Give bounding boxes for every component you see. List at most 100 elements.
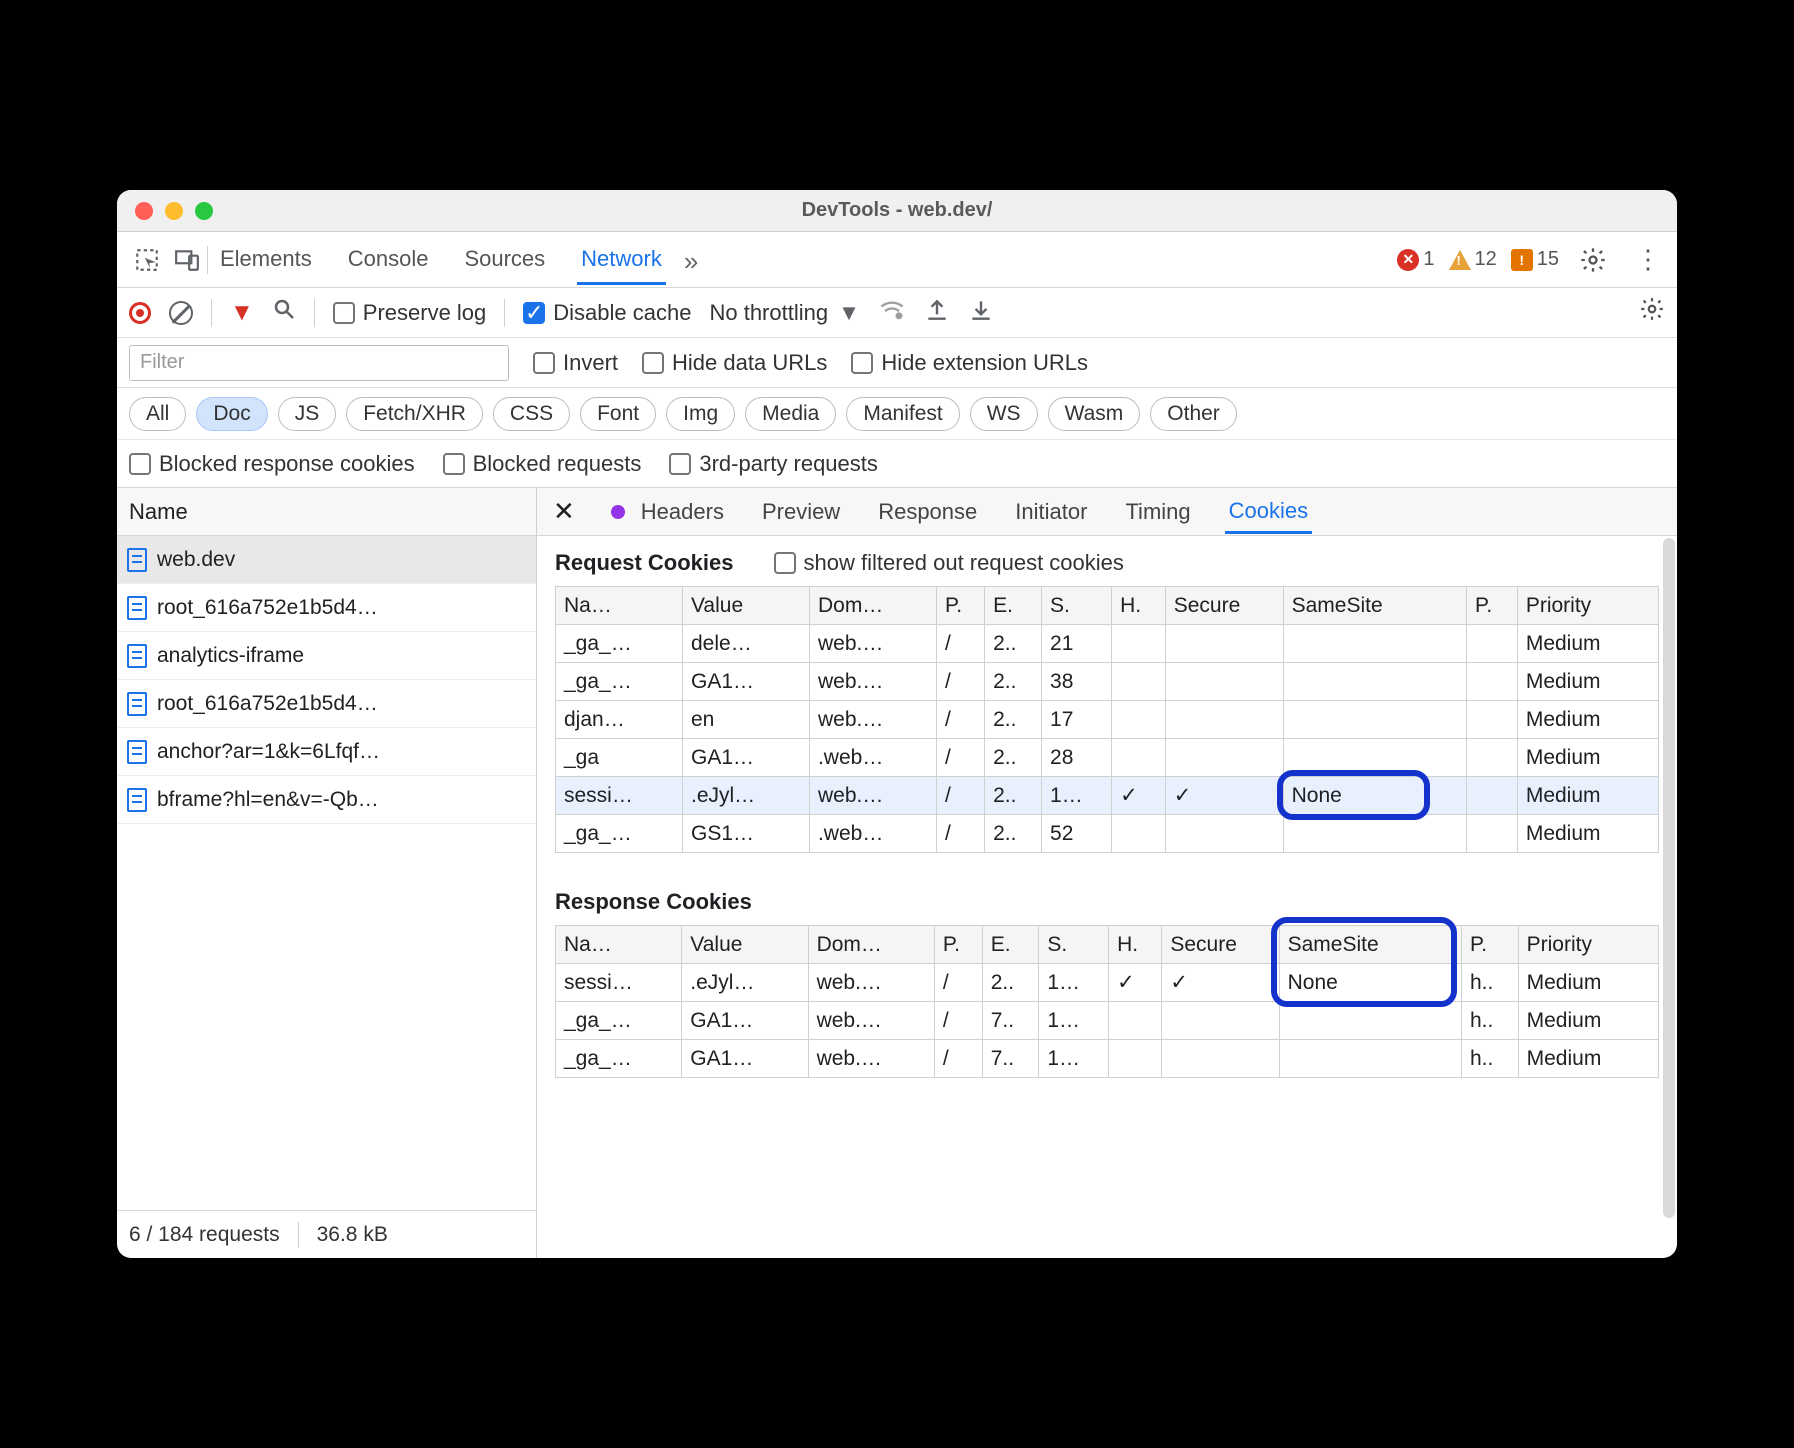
- request-row[interactable]: root_616a752e1b5d4…: [117, 680, 536, 728]
- request-name: anchor?ar=1&k=6Lfqf…: [157, 740, 380, 764]
- request-row[interactable]: analytics-iframe: [117, 632, 536, 680]
- tab-sources[interactable]: Sources: [460, 234, 549, 285]
- cookie-row[interactable]: _ga_…GA1…web.…/2..38Medium: [556, 663, 1659, 701]
- filter-input[interactable]: Filter: [129, 345, 509, 381]
- type-pill-js[interactable]: JS: [278, 397, 337, 431]
- type-pill-wasm[interactable]: Wasm: [1048, 397, 1141, 431]
- column-header[interactable]: P.: [1467, 587, 1518, 625]
- column-header[interactable]: Dom…: [808, 926, 934, 964]
- request-row[interactable]: bframe?hl=en&v=-Qb…: [117, 776, 536, 824]
- column-header[interactable]: S.: [1039, 926, 1109, 964]
- hide-data-urls-checkbox[interactable]: Hide data URLs: [642, 350, 827, 376]
- request-list-header[interactable]: Name: [117, 488, 536, 536]
- preserve-log-checkbox[interactable]: Preserve log: [333, 300, 487, 326]
- type-pill-manifest[interactable]: Manifest: [846, 397, 959, 431]
- request-row[interactable]: root_616a752e1b5d4…: [117, 584, 536, 632]
- column-header[interactable]: E.: [982, 926, 1039, 964]
- tab-preview[interactable]: Preview: [758, 491, 844, 532]
- cookie-row[interactable]: _ga_…GS1….web…/2..52Medium: [556, 815, 1659, 853]
- cookie-row[interactable]: djan…enweb.…/2..17Medium: [556, 701, 1659, 739]
- column-header[interactable]: Na…: [556, 587, 683, 625]
- tab-cookies[interactable]: Cookies: [1225, 490, 1312, 534]
- tab-headers[interactable]: Headers: [637, 491, 728, 532]
- warning-count[interactable]: 12: [1449, 248, 1497, 271]
- hide-extension-urls-checkbox[interactable]: Hide extension URLs: [851, 350, 1088, 376]
- request-row[interactable]: web.dev: [117, 536, 536, 584]
- blocked-response-cookies-checkbox[interactable]: Blocked response cookies: [129, 451, 415, 477]
- request-cookies-table[interactable]: Na…ValueDom…P.E.S.H.SecureSameSiteP.Prio…: [555, 586, 1659, 853]
- more-menu-icon[interactable]: ⋮: [1627, 240, 1667, 280]
- type-pill-fetch-xhr[interactable]: Fetch/XHR: [346, 397, 483, 431]
- third-party-requests-checkbox[interactable]: 3rd-party requests: [669, 451, 878, 477]
- tab-elements[interactable]: Elements: [216, 234, 316, 285]
- column-header[interactable]: Priority: [1518, 926, 1658, 964]
- type-pill-font[interactable]: Font: [580, 397, 656, 431]
- type-pill-img[interactable]: Img: [666, 397, 735, 431]
- request-detail-panel: ✕ Headers Preview Response Initiator Tim…: [537, 488, 1677, 1258]
- column-header[interactable]: Dom…: [809, 587, 936, 625]
- column-header[interactable]: Value: [682, 587, 809, 625]
- close-window-button[interactable]: [135, 202, 153, 220]
- record-button[interactable]: [129, 302, 151, 324]
- column-header[interactable]: P.: [1462, 926, 1519, 964]
- main-tabbar: Elements Console Sources Network » ✕1 12…: [117, 232, 1677, 288]
- column-header[interactable]: Secure: [1162, 926, 1279, 964]
- show-filtered-checkbox[interactable]: show filtered out request cookies: [774, 550, 1124, 576]
- column-header[interactable]: Na…: [556, 926, 682, 964]
- tab-response[interactable]: Response: [874, 491, 981, 532]
- cookie-row[interactable]: _ga_…GA1…web.…/7..1…h..Medium: [556, 1002, 1659, 1040]
- column-header[interactable]: S.: [1042, 587, 1112, 625]
- clear-button[interactable]: [169, 301, 193, 325]
- inspect-icon[interactable]: [127, 240, 167, 280]
- type-pill-css[interactable]: CSS: [493, 397, 570, 431]
- minimize-window-button[interactable]: [165, 202, 183, 220]
- network-conditions-icon[interactable]: [878, 296, 906, 330]
- type-pill-ws[interactable]: WS: [970, 397, 1038, 431]
- scrollbar-thumb[interactable]: [1663, 538, 1675, 1218]
- type-pill-doc[interactable]: Doc: [196, 397, 267, 431]
- tab-initiator[interactable]: Initiator: [1011, 491, 1091, 532]
- issue-count[interactable]: !15: [1511, 248, 1559, 271]
- network-settings-icon[interactable]: [1639, 296, 1665, 329]
- status-area: ✕1 12 !15 ⋮: [1397, 240, 1667, 280]
- blocked-requests-checkbox[interactable]: Blocked requests: [443, 451, 642, 477]
- column-header[interactable]: Priority: [1517, 587, 1658, 625]
- disable-cache-checkbox[interactable]: ✓ Disable cache: [523, 300, 691, 326]
- zoom-window-button[interactable]: [195, 202, 213, 220]
- type-pill-media[interactable]: Media: [745, 397, 836, 431]
- throttling-select[interactable]: No throttling ▼: [709, 300, 859, 326]
- cookie-row[interactable]: _gaGA1….web…/2..28Medium: [556, 739, 1659, 777]
- tab-network[interactable]: Network: [577, 234, 666, 285]
- column-header[interactable]: P.: [934, 926, 982, 964]
- request-name: root_616a752e1b5d4…: [157, 596, 378, 620]
- column-header[interactable]: E.: [985, 587, 1042, 625]
- close-detail-icon[interactable]: ✕: [547, 496, 581, 527]
- cookie-row[interactable]: _ga_…GA1…web.…/7..1…h..Medium: [556, 1040, 1659, 1078]
- cookie-row[interactable]: sessi….eJyl…web.…/2..1…✓✓Noneh..Medium: [556, 964, 1659, 1002]
- more-tabs-icon[interactable]: »: [684, 246, 698, 277]
- cookie-row[interactable]: _ga_…dele…web.…/2..21Medium: [556, 625, 1659, 663]
- column-header[interactable]: SameSite: [1279, 926, 1461, 964]
- error-count[interactable]: ✕1: [1397, 248, 1434, 271]
- type-pill-all[interactable]: All: [129, 397, 186, 431]
- tab-timing[interactable]: Timing: [1121, 491, 1194, 532]
- column-header[interactable]: P.: [936, 587, 984, 625]
- column-header[interactable]: H.: [1112, 587, 1166, 625]
- download-har-icon[interactable]: [968, 297, 994, 329]
- column-header[interactable]: SameSite: [1283, 587, 1466, 625]
- column-header[interactable]: Secure: [1165, 587, 1283, 625]
- settings-icon[interactable]: [1573, 240, 1613, 280]
- column-header[interactable]: H.: [1109, 926, 1162, 964]
- column-header[interactable]: Value: [682, 926, 808, 964]
- response-cookies-table[interactable]: Na…ValueDom…P.E.S.H.SecureSameSiteP.Prio…: [555, 925, 1659, 1078]
- request-row[interactable]: anchor?ar=1&k=6Lfqf…: [117, 728, 536, 776]
- filter-toggle-icon[interactable]: ▼: [230, 299, 254, 327]
- upload-har-icon[interactable]: [924, 297, 950, 329]
- tab-console[interactable]: Console: [344, 234, 433, 285]
- cookie-row[interactable]: sessi….eJyl…web.…/2..1…✓✓NoneMedium: [556, 777, 1659, 815]
- type-pill-other[interactable]: Other: [1150, 397, 1237, 431]
- invert-checkbox[interactable]: Invert: [533, 350, 618, 376]
- request-list-panel: Name web.devroot_616a752e1b5d4…analytics…: [117, 488, 537, 1258]
- search-icon[interactable]: [272, 297, 296, 328]
- device-toggle-icon[interactable]: [167, 240, 207, 280]
